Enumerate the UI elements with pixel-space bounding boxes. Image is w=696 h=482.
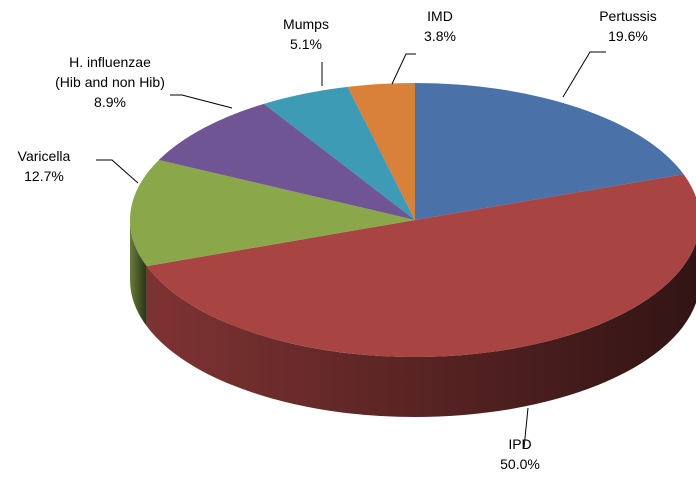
data-label: IMD 3.8% — [424, 6, 456, 46]
pie-slice — [146, 174, 696, 417]
leader-line — [391, 53, 416, 85]
category-label: IMD — [427, 8, 453, 24]
data-label: Mumps 5.1% — [283, 14, 329, 54]
leader-line — [562, 51, 606, 98]
data-label: H. influenzae (Hib and non Hib) 8.9% — [55, 52, 165, 112]
category-label: H. influenzae (Hib and non Hib) — [55, 54, 165, 90]
slice-side — [130, 220, 147, 327]
data-label: Pertussis 19.6% — [599, 6, 657, 46]
value-label: 50.0% — [500, 456, 540, 472]
pie-slice — [129, 159, 415, 327]
pie-slice — [158, 103, 416, 220]
category-label: Mumps — [283, 16, 329, 32]
category-label: IPD — [508, 436, 532, 452]
slice-top — [158, 103, 416, 220]
pie-slice — [347, 83, 415, 220]
pie-slice — [415, 83, 684, 220]
slice-top — [146, 174, 696, 357]
slice-top — [129, 159, 415, 267]
value-label: 12.7% — [24, 168, 64, 184]
category-label: Pertussis — [599, 8, 657, 24]
value-label: 19.6% — [608, 28, 648, 44]
slice-top — [415, 83, 684, 220]
slice-top — [347, 83, 415, 220]
value-label: 3.8% — [424, 28, 456, 44]
leader-line — [523, 407, 529, 449]
data-label: Varicella 12.7% — [18, 146, 71, 186]
value-label: 8.9% — [94, 94, 126, 110]
data-label: IPD 50.0% — [500, 434, 540, 474]
pie-slice — [263, 86, 415, 221]
value-label: 5.1% — [290, 36, 322, 52]
leader-line — [96, 159, 139, 184]
category-label: Varicella — [17, 148, 71, 164]
slice-top — [263, 86, 415, 221]
slice-side — [146, 242, 696, 417]
leader-line — [170, 94, 233, 109]
